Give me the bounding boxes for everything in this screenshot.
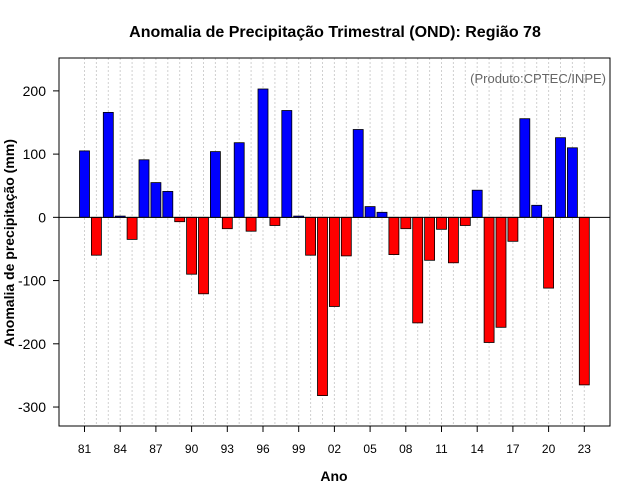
bar-1995 (245, 216, 257, 232)
bar-1993 (221, 216, 233, 230)
bar-1987 (150, 182, 162, 218)
chart-title: Anomalia de Precipitação Trimestral (OND… (129, 24, 541, 41)
bar-2016 (495, 216, 507, 328)
bar-2013 (459, 216, 471, 226)
x-tick-label: 11 (435, 442, 448, 456)
y-tick-label: -100 (18, 273, 46, 289)
bar-1996 (257, 88, 269, 218)
x-tick-label: 87 (149, 442, 163, 456)
product-credit: (Produto:CPTEC/INPE) (470, 71, 606, 86)
bar-2011 (436, 216, 447, 230)
bar-2001 (317, 216, 328, 397)
x-tick-label: 05 (363, 442, 377, 456)
x-tick-label: 96 (256, 442, 270, 456)
y-tick-label: 100 (23, 146, 47, 162)
bar-2021 (555, 137, 566, 218)
y-tick-label: 200 (23, 83, 47, 99)
bar-2019 (531, 204, 543, 218)
x-tick-label: 93 (221, 442, 235, 456)
bar-2015 (483, 216, 495, 343)
x-tick-label: 99 (292, 442, 306, 456)
bar-2022 (567, 147, 578, 218)
bar-2023 (578, 216, 590, 386)
bar-2003 (340, 216, 352, 257)
x-axis-label: Ano (320, 468, 347, 484)
bar-2014 (471, 189, 483, 218)
x-tick-label: 23 (578, 442, 592, 456)
x-tick-label: 14 (471, 442, 485, 456)
y-tick-label: -300 (18, 399, 46, 415)
bar-2002 (328, 216, 340, 307)
bar-2009 (412, 216, 424, 324)
bars (79, 88, 590, 397)
x-tick-label: 20 (542, 442, 556, 456)
bar-2004 (352, 129, 364, 218)
y-axis: -300 -200 -100 0 100 200 (18, 83, 59, 415)
bar-2008 (400, 216, 412, 230)
x-tick-label: 84 (114, 442, 128, 456)
bar-1992 (209, 151, 221, 218)
bar-1994 (233, 142, 245, 218)
x-tick-label: 08 (399, 442, 413, 456)
bar-2010 (424, 216, 436, 261)
x-tick-label: 17 (506, 442, 520, 456)
bar-1982 (91, 216, 102, 256)
bar-1988 (162, 190, 174, 218)
x-tick-label: 02 (328, 442, 342, 456)
y-tick-label: 0 (38, 209, 46, 225)
y-axis-label: Anomalia de precipitação (mm) (1, 139, 17, 347)
bar-2012 (447, 216, 459, 264)
y-tick-label: -200 (18, 336, 46, 352)
bar-1985 (126, 216, 138, 240)
bar-1986 (138, 159, 150, 218)
bar-1983 (102, 112, 114, 218)
bar-1998 (281, 110, 293, 218)
bar-1989 (174, 216, 186, 223)
bar-1997 (269, 216, 281, 226)
bar-1981 (79, 150, 90, 218)
bar-2006 (376, 211, 388, 218)
bar-2005 (364, 206, 376, 218)
x-tick-label: 81 (78, 442, 92, 456)
bar-2017 (507, 216, 519, 242)
bar-1990 (186, 216, 198, 275)
x-tick-label: 90 (185, 442, 199, 456)
bar-1991 (198, 216, 209, 295)
bar-2007 (388, 216, 400, 256)
bar-2000 (305, 216, 317, 256)
bar-2020 (543, 216, 554, 289)
bar-2018 (519, 118, 531, 218)
x-axis: 81 84 87 90 93 96 99 02 05 08 11 14 17 20 23 (78, 426, 591, 456)
